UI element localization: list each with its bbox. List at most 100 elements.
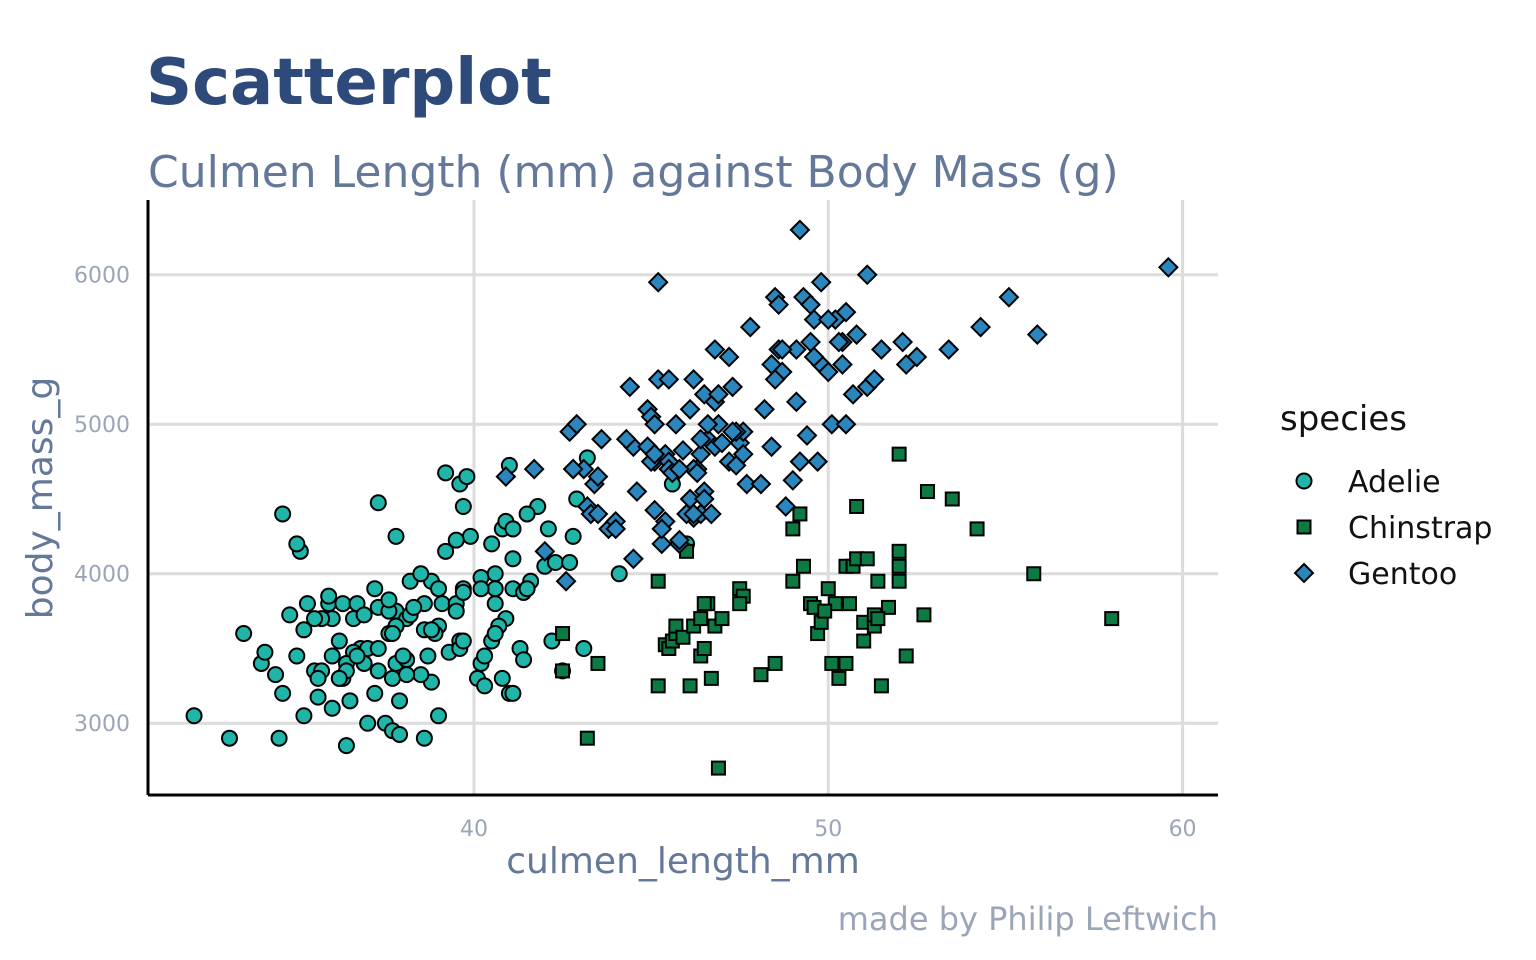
data-point [870, 611, 886, 627]
y-tick-label: 6000 [74, 264, 130, 289]
data-point [693, 611, 709, 627]
data-point [472, 580, 490, 598]
data-point [486, 565, 504, 583]
data-point [288, 535, 306, 553]
data-point [775, 496, 797, 517]
data-point [768, 294, 790, 316]
data-point [767, 655, 783, 671]
data-point [817, 603, 833, 619]
data-point [828, 331, 850, 353]
data-point [891, 446, 907, 462]
legend-key-gentoo [1293, 562, 1315, 584]
legend-key-chinstrap [1296, 519, 1312, 535]
data-point [859, 551, 875, 567]
data-point [764, 368, 786, 390]
data-point [419, 647, 437, 665]
data-point [669, 529, 690, 551]
data-point [185, 707, 203, 725]
data-point [817, 309, 839, 331]
data-point [683, 368, 705, 390]
data-point [700, 503, 722, 525]
data-point [309, 669, 327, 687]
data-point [892, 331, 914, 353]
y-axis-title: body_mass_g [20, 377, 61, 620]
data-point [807, 451, 829, 473]
data-point [969, 521, 985, 537]
data-point [792, 506, 808, 522]
data-point [916, 607, 932, 623]
data-point [675, 629, 691, 645]
data-point [430, 580, 448, 598]
data-point [518, 505, 536, 523]
data-point [1026, 566, 1042, 582]
y-tick-label: 4000 [74, 563, 130, 588]
data-point [650, 573, 666, 589]
data-point [539, 520, 557, 538]
data-point [789, 219, 811, 241]
data-point [824, 655, 840, 671]
data-point [267, 666, 285, 684]
data-point [697, 413, 719, 435]
data-point [523, 458, 545, 480]
data-point [714, 611, 730, 627]
data-point [647, 271, 669, 293]
series-adelie [185, 449, 696, 755]
axes [146, 200, 1218, 797]
data-point [568, 490, 586, 508]
data-point [518, 580, 536, 598]
data-point [626, 481, 648, 502]
data-point [369, 494, 387, 512]
data-point [682, 678, 698, 694]
data-point [842, 383, 864, 405]
data-point [703, 670, 719, 686]
data-point [782, 469, 804, 491]
chart-title: Scatterplot [146, 46, 552, 120]
data-point [476, 647, 494, 665]
data-point [447, 602, 465, 620]
data-point [366, 684, 384, 702]
data-point [433, 595, 451, 613]
series-chinstrap [555, 446, 1120, 776]
data-point [835, 301, 857, 323]
data-point [785, 521, 801, 537]
data-point [863, 368, 885, 390]
data-point [256, 643, 274, 661]
data-point [369, 662, 387, 680]
data-point [383, 669, 401, 687]
chart-subtitle: Culmen Length (mm) against Body Mass (g) [148, 147, 1119, 198]
data-point [610, 565, 628, 583]
data-point [795, 558, 811, 574]
data-point [486, 625, 504, 643]
data-point [891, 543, 907, 559]
legend: species Adelie Chinstrap Gentoo [1280, 399, 1492, 592]
data-point [430, 707, 448, 725]
data-point [820, 581, 836, 597]
data-point [348, 647, 366, 665]
data-point [281, 606, 299, 624]
data-point [383, 625, 401, 643]
data-point [898, 648, 914, 664]
data-point [483, 535, 501, 553]
legend-title: species [1280, 399, 1407, 439]
data-point [561, 554, 579, 572]
data-point [873, 678, 889, 694]
data-point [856, 264, 878, 286]
data-point [683, 503, 705, 525]
data-point [732, 443, 754, 465]
y-tick-label: 3000 [74, 712, 130, 737]
data-point [832, 354, 853, 375]
data-point [891, 558, 907, 574]
data-point [817, 361, 839, 383]
data-point [849, 498, 865, 514]
data-point [476, 677, 494, 695]
data-point [447, 531, 465, 549]
data-point [708, 383, 729, 405]
data-point [359, 714, 377, 732]
data-point [880, 599, 896, 615]
data-point [458, 468, 476, 486]
data-point [665, 413, 687, 435]
data-point [412, 565, 430, 583]
data-point [739, 316, 761, 338]
data-point [754, 398, 775, 420]
